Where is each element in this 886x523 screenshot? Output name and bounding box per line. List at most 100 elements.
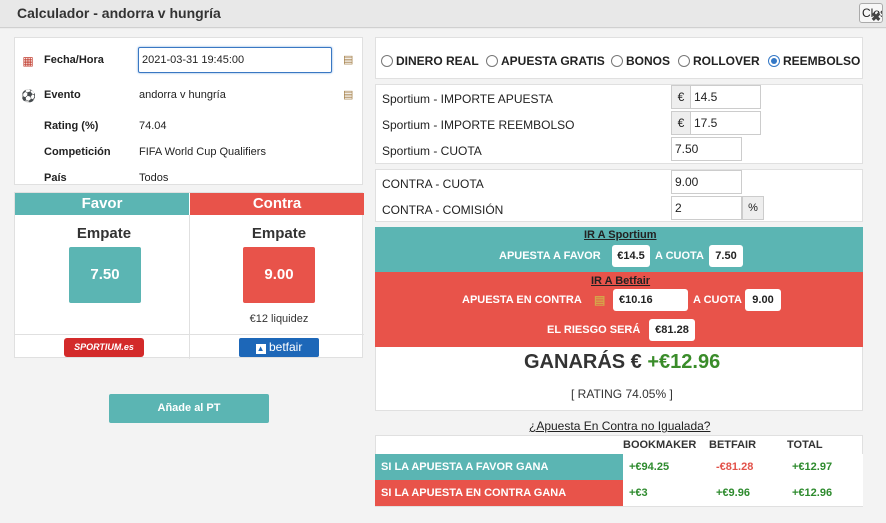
copy-icon[interactable]: ▤ (594, 293, 606, 307)
close-icon[interactable]: ✖ (871, 10, 882, 24)
refund-label: Sportium - IMPORTE REEMBOLSO (382, 118, 575, 132)
date-time-input[interactable]: 2021-03-31 19:45:00 (138, 47, 332, 73)
stake-input[interactable]: 14.5 (690, 85, 761, 109)
result-panel (375, 347, 863, 411)
pais-row: País Todos (15, 169, 362, 189)
contra-cuota-value: 9.00 (745, 289, 781, 311)
rating-value: 74.04 (139, 120, 167, 132)
contra-stake-text: APUESTA EN CONTRA (462, 294, 582, 306)
radio-dot[interactable] (611, 55, 623, 67)
content-area: ▦ Fecha/Hora 2021-03-31 19:45:00 ▤ ⚽ Eve… (0, 29, 886, 523)
evento-row: ⚽ Evento andorra v hungría ▤ (15, 86, 362, 106)
competicion-value: FIFA World Cup Qualifiers (139, 146, 266, 158)
radio-bonos[interactable]: BONOS (611, 54, 670, 70)
copy-icon[interactable]: ▤ (343, 89, 354, 101)
pais-label: País (44, 172, 67, 184)
result-rating: [ RATING 74.05% ] (571, 387, 673, 401)
unmatched-bet-link[interactable]: ¿Apuesta En Contra no Igualada? (529, 419, 711, 433)
col-betfair: BETFAIR (709, 439, 757, 451)
favor-selection: Empate (76, 225, 132, 242)
column-divider (189, 215, 190, 359)
contra-stake-amount: €10.16 (613, 289, 688, 311)
favor-cuota-value: 7.50 (709, 245, 743, 267)
radio-rollover[interactable]: ROLLOVER (678, 54, 760, 70)
calendar-icon: ▦ (22, 54, 34, 68)
col-total: TOTAL (787, 439, 823, 451)
radio-label: REEMBOLSO (783, 54, 861, 68)
row-bookmaker: +€3 (629, 487, 648, 499)
copy-icon[interactable]: ▤ (343, 54, 354, 66)
rating-label: Rating (%) (44, 120, 99, 132)
radio-dot[interactable] (381, 55, 393, 67)
betfair-logo[interactable]: ▲ betfair (239, 338, 319, 357)
table-row: SI LA APUESTA A FAVOR GANA +€94.25 -€81.… (375, 454, 863, 480)
favor-odds: 7.50 (69, 247, 141, 303)
radio-reembolso[interactable]: REEMBOLSO (768, 54, 860, 70)
profit-summary: GANARÁS € +€12.96 (524, 351, 720, 374)
bookmaker-odds-input[interactable]: 7.50 (671, 137, 742, 161)
betfair-logo-text: betfair (268, 340, 303, 354)
contra-cuota-text: A CUOTA (693, 294, 742, 306)
fecha-row: ▦ Fecha/Hora 2021-03-31 19:45:00 ▤ (15, 47, 362, 73)
col-bookmaker: BOOKMAKER (623, 439, 697, 451)
contra-liquidity: €12 liquidez (249, 313, 309, 325)
competicion-label: Competición (44, 146, 111, 158)
risk-value: €81.28 (649, 319, 695, 341)
favor-stake-text: APUESTA A FAVOR (499, 250, 601, 262)
bookmaker-inputs-panel: Sportium - IMPORTE APUESTA € 14.5 Sporti… (375, 84, 863, 164)
contra-odds: 9.00 (243, 247, 315, 303)
close-button[interactable]: Close (859, 3, 883, 23)
favor-header: Favor (15, 193, 189, 215)
euro-prefix: € (671, 85, 691, 109)
commission-input[interactable]: 2 (671, 196, 742, 220)
rating-row: Rating (%) 74.04 (15, 117, 362, 137)
row-total: +€12.97 (792, 461, 833, 473)
risk-text: EL RIESGO SERÁ (547, 324, 641, 336)
exchange-inputs-panel: CONTRA - CUOTA 9.00 CONTRA - COMISIÓN 2 … (375, 169, 863, 222)
title-bar: Calculador - andorra v hungría Close ✖ (0, 0, 886, 28)
row-bookmaker: +€94.25 (629, 461, 670, 473)
radio-dot[interactable] (678, 55, 690, 67)
fecha-label: Fecha/Hora (44, 54, 104, 66)
window-title: Calculador - andorra v hungría (17, 5, 221, 21)
favor-contra-panel: Favor Contra Empate 7.50 Empate 9.00 €12… (14, 192, 364, 359)
exchange-odds-input[interactable]: 9.00 (671, 170, 742, 194)
betfair-icon: ▲ (255, 344, 266, 354)
stake-label: Sportium - IMPORTE APUESTA (382, 92, 553, 106)
radio-dot[interactable] (486, 55, 498, 67)
percent-suffix: % (742, 196, 764, 220)
evento-value: andorra v hungría (139, 89, 226, 101)
radio-dinero-real[interactable]: DINERO REAL (381, 54, 479, 70)
refund-input[interactable]: 17.5 (690, 111, 761, 135)
pais-value: Todos (139, 172, 169, 184)
contra-selection: Empate (251, 225, 307, 242)
sportium-logo[interactable]: SPORTIUM.es (64, 338, 144, 357)
exchange-odds-label: CONTRA - CUOTA (382, 177, 484, 191)
radio-label: ROLLOVER (693, 54, 760, 68)
go-to-betfair-link[interactable]: IR A Betfair (591, 275, 651, 287)
euro-prefix: € (671, 111, 691, 135)
sportium-band: IR A Sportium APUESTA A FAVOR €14.5 A CU… (375, 227, 863, 272)
profit-label: GANARÁS € (524, 351, 642, 373)
profit-value: +€12.96 (647, 351, 721, 373)
radio-label: APUESTA GRATIS (501, 54, 605, 68)
event-info-panel: ▦ Fecha/Hora 2021-03-31 19:45:00 ▤ ⚽ Eve… (14, 37, 363, 185)
table-row: SI LA APUESTA EN CONTRA GANA +€3 +€9.96 … (375, 480, 863, 506)
logo-divider (15, 334, 364, 335)
radio-apuesta-gratis[interactable]: APUESTA GRATIS (486, 54, 605, 70)
radio-dot-selected[interactable] (768, 55, 780, 67)
evento-label: Evento (44, 89, 81, 101)
go-to-sportium-link[interactable]: IR A Sportium (584, 229, 657, 241)
radio-label: BONOS (626, 54, 671, 68)
row-total: +€12.96 (792, 487, 833, 499)
competicion-row: Competición FIFA World Cup Qualifiers (15, 143, 362, 163)
row-label: SI LA APUESTA A FAVOR GANA (375, 454, 623, 480)
bookmaker-odds-label: Sportium - CUOTA (382, 144, 482, 158)
add-to-pt-button[interactable]: Añade al PT (109, 394, 269, 423)
favor-cuota-text: A CUOTA (655, 250, 704, 262)
commission-label: CONTRA - COMISIÓN (382, 203, 504, 217)
row-betfair: +€9.96 (716, 487, 750, 499)
row-label: SI LA APUESTA EN CONTRA GANA (375, 480, 623, 506)
radio-label: DINERO REAL (396, 54, 479, 68)
betfair-band: IR A Betfair APUESTA EN CONTRA ▤ €10.16 … (375, 272, 863, 347)
